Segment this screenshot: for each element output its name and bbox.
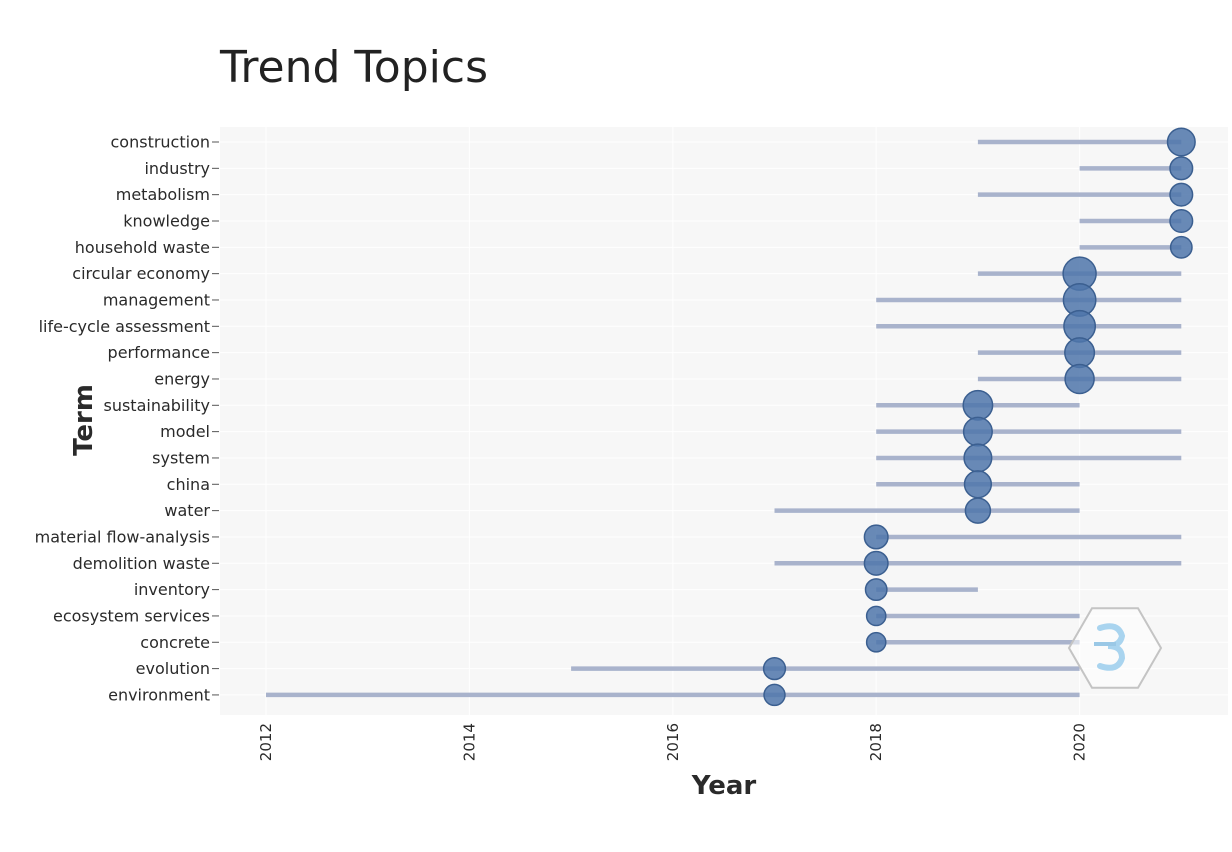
bubble-metabolism bbox=[1169, 182, 1194, 207]
y-tick-label: household waste bbox=[75, 238, 210, 257]
bubble-model bbox=[962, 416, 993, 447]
watermark-logo bbox=[1067, 607, 1163, 689]
bubble-concrete bbox=[865, 631, 887, 653]
y-tick-label: construction bbox=[111, 133, 211, 152]
bubble-environment bbox=[763, 683, 786, 707]
bubble-construction bbox=[1166, 127, 1196, 157]
y-tick-label: demolition waste bbox=[73, 554, 210, 573]
y-axis-tick-labels: construction industry metabolism knowledge h… bbox=[35, 133, 219, 704]
bubble-sustainability bbox=[962, 389, 994, 421]
bubble-knowledge bbox=[1169, 208, 1194, 234]
plot-panel bbox=[220, 127, 1228, 715]
y-tick-label: environment bbox=[108, 685, 210, 704]
y-tick-label: inventory bbox=[134, 580, 210, 599]
y-tick-label: model bbox=[160, 422, 210, 441]
y-tick-label: china bbox=[167, 475, 210, 494]
year-range-bars bbox=[266, 139, 1182, 698]
y-tick-label: life-cycle assessment bbox=[39, 317, 210, 336]
y-axis-label: Term bbox=[69, 384, 99, 456]
bubble-evolution bbox=[762, 656, 787, 681]
bubble-demolition-waste bbox=[863, 550, 889, 576]
y-tick-label: energy bbox=[154, 369, 210, 388]
y-tick-label: material flow-analysis bbox=[35, 527, 210, 546]
x-tick-label: 2014 bbox=[460, 723, 478, 761]
y-tick-label: management bbox=[103, 290, 210, 309]
y-tick-label: ecosystem services bbox=[53, 606, 210, 625]
bubble-industry bbox=[1169, 156, 1194, 181]
bubble-system bbox=[963, 443, 993, 473]
y-tick-label: metabolism bbox=[116, 185, 210, 204]
chart-title: Trend Topics bbox=[220, 42, 488, 93]
y-tick-label: concrete bbox=[140, 633, 210, 652]
y-tick-label: water bbox=[164, 501, 210, 520]
bubble-performance bbox=[1064, 337, 1096, 369]
y-tick-label: circular economy bbox=[72, 264, 210, 283]
y-tick-label: knowledge bbox=[123, 211, 210, 230]
y-tick-label: system bbox=[152, 448, 210, 467]
bubble-china bbox=[963, 470, 993, 499]
y-tick-label: evolution bbox=[136, 659, 210, 678]
bubble-material-flow-analysis bbox=[863, 524, 889, 550]
bubble-household-waste bbox=[1169, 235, 1193, 259]
y-tick-label: performance bbox=[108, 343, 210, 362]
bubble-inventory bbox=[864, 578, 888, 602]
x-axis-tick-labels: 2012 2014 2016 2018 2020 bbox=[257, 723, 1089, 761]
x-tick-label: 2016 bbox=[664, 723, 682, 761]
x-tick-label: 2012 bbox=[257, 723, 275, 761]
term-frequency-bubbles bbox=[762, 127, 1196, 707]
x-tick-label: 2018 bbox=[867, 723, 885, 761]
bubble-ecosystem-services bbox=[865, 605, 887, 627]
x-tick-label: 2020 bbox=[1071, 723, 1089, 761]
x-axis-label: Year bbox=[691, 771, 757, 801]
bubble-energy bbox=[1064, 363, 1095, 395]
bubble-water bbox=[964, 497, 992, 524]
y-tick-label: sustainability bbox=[103, 396, 210, 415]
y-tick-label: industry bbox=[144, 159, 210, 178]
